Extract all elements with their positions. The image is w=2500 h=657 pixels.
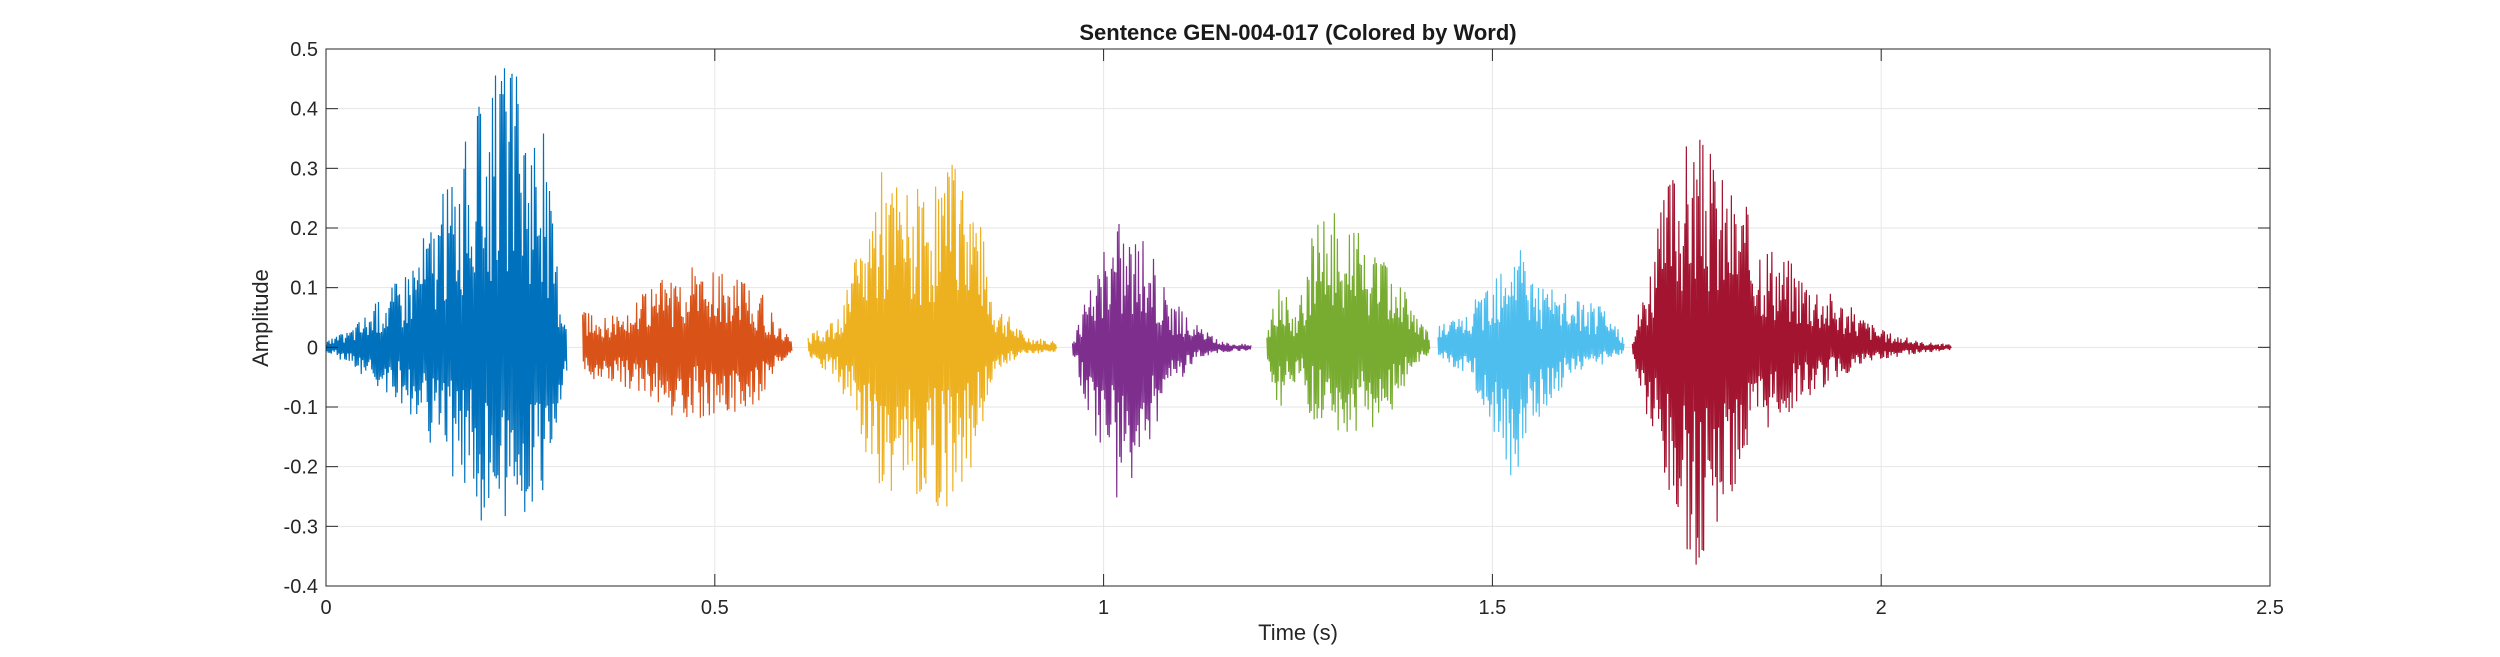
chart-title: Sentence GEN-004-017 (Colored by Word) xyxy=(1079,20,1516,45)
axes xyxy=(325,48,2271,587)
y-tick-label: 0.2 xyxy=(290,218,318,240)
y-tick-label: 0.4 xyxy=(290,99,318,121)
x-tick-label: 1 xyxy=(1098,597,1109,619)
word-waveform-5 xyxy=(1266,213,1431,432)
y-axis-label: Amplitude xyxy=(248,269,273,367)
y-tick-label: -0.3 xyxy=(284,516,318,538)
waveform-series xyxy=(325,68,1952,565)
tick-labels: 0 0.5 1 1.5 2 2.5 -0.4 -0.3 -0.2 -0.1 0 0.1 0.2 0.3 0.… xyxy=(284,39,2284,619)
y-tick-label: 0 xyxy=(307,337,318,359)
x-tick-label: 0.5 xyxy=(701,597,729,619)
x-tick-label: 2 xyxy=(1876,597,1887,619)
word-waveform-2 xyxy=(582,267,793,418)
x-axis-label: Time (s) xyxy=(1258,620,1338,645)
word-waveform-1 xyxy=(325,68,568,521)
word-waveform-7 xyxy=(1631,139,1952,565)
word-waveform-6 xyxy=(1437,250,1625,476)
y-tick-label: -0.2 xyxy=(284,457,318,479)
y-tick-label: 0.3 xyxy=(290,158,318,180)
plot-area xyxy=(326,49,2270,586)
y-tick-label: 0.5 xyxy=(290,39,318,61)
x-tick-label: 2.5 xyxy=(2256,597,2284,619)
x-tick-label: 1.5 xyxy=(1478,597,1506,619)
x-tick-label: 0 xyxy=(320,597,331,619)
word-waveform-3 xyxy=(807,164,1057,507)
y-tick-label: 0.1 xyxy=(290,278,318,300)
word-waveform-4 xyxy=(1071,223,1252,498)
y-tick-label: -0.1 xyxy=(284,397,318,419)
y-tick-label: -0.4 xyxy=(284,576,318,598)
axes-box xyxy=(325,48,2271,587)
